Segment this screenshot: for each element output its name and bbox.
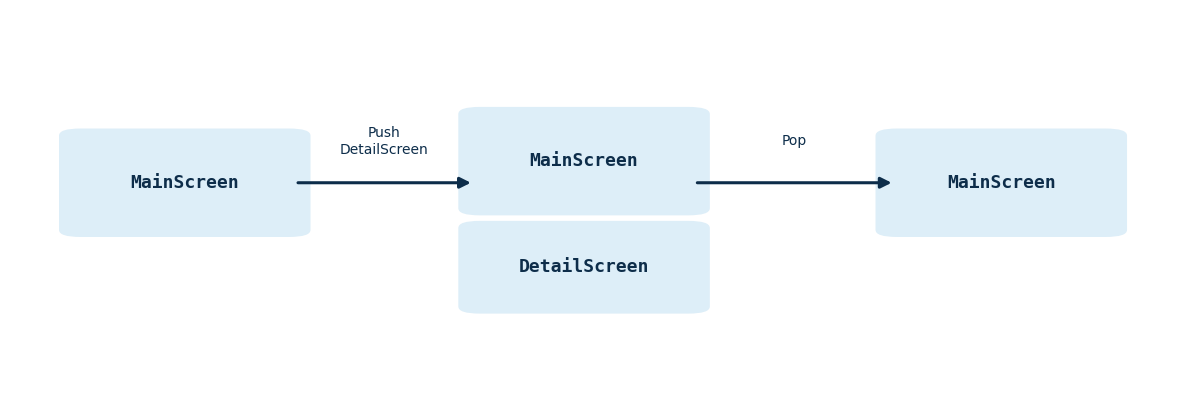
Text: MainScreen: MainScreen xyxy=(130,174,240,192)
FancyBboxPatch shape xyxy=(875,129,1126,237)
Text: Pop: Pop xyxy=(781,134,807,149)
FancyBboxPatch shape xyxy=(458,221,709,314)
Text: MainScreen: MainScreen xyxy=(529,152,639,170)
Text: Push
DetailScreen: Push DetailScreen xyxy=(340,127,428,156)
Text: DetailScreen: DetailScreen xyxy=(519,258,650,276)
Text: MainScreen: MainScreen xyxy=(946,174,1056,192)
FancyBboxPatch shape xyxy=(60,129,310,237)
FancyBboxPatch shape xyxy=(458,107,709,215)
